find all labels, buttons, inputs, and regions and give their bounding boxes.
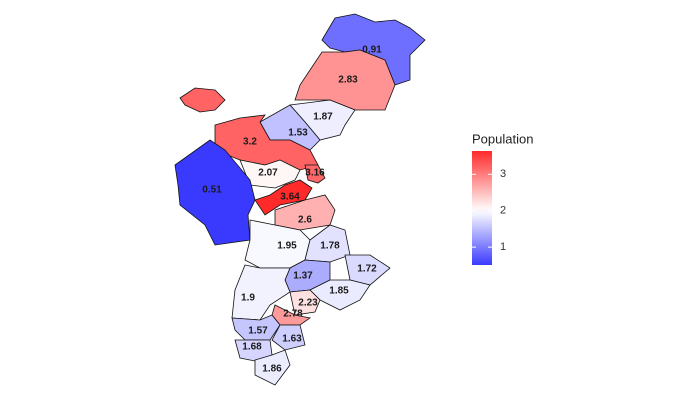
region-label: 1.63 [282,334,302,345]
region [179,87,226,113]
region-label: 3.2 [243,137,257,148]
region-label: 1.86 [262,364,282,375]
region [294,49,396,111]
region [254,349,291,386]
region [304,164,326,184]
region-label: 1.57 [248,326,268,337]
region-label: 1.9 [241,293,255,304]
region-label: 0.51 [202,185,222,196]
region-label: 1.72 [357,264,377,275]
region-label: 1.85 [329,286,349,297]
legend-tick-label: 2 [500,205,506,217]
legend-tick-label: 1 [500,241,506,253]
region-label: 1.68 [242,342,262,353]
region [254,179,313,216]
region [344,254,391,286]
legend: 1 2 3 [472,168,506,253]
region [231,314,281,341]
region [174,139,256,246]
region [231,264,291,321]
region-label: 3.16 [305,168,325,179]
region-label: 2.6 [298,215,312,226]
region-label: 0.91 [362,45,382,56]
colorbar [472,151,492,265]
region-label: 2.78 [283,309,303,320]
region-label: 2.83 [338,75,358,86]
legend-tick-label: 3 [500,168,506,180]
region [239,159,301,189]
region-label: 1.37 [293,271,313,282]
region [289,289,321,316]
region [271,324,306,351]
region-label: 2.23 [298,298,318,309]
region-label: 1.95 [277,241,297,252]
region-label: 1.87 [313,112,333,123]
regions [174,13,426,386]
labels: 0.91 2.83 1.87 1.53 3.2 2.07 0.51 3.16 3.64 2.6 1.… [202,45,382,375]
region-label: 2.07 [258,168,278,179]
legend-title: Population [472,131,533,146]
region-label: 1.78 [320,241,340,252]
region-label: 3.64 [280,192,300,203]
region-label: 1.53 [288,128,308,139]
